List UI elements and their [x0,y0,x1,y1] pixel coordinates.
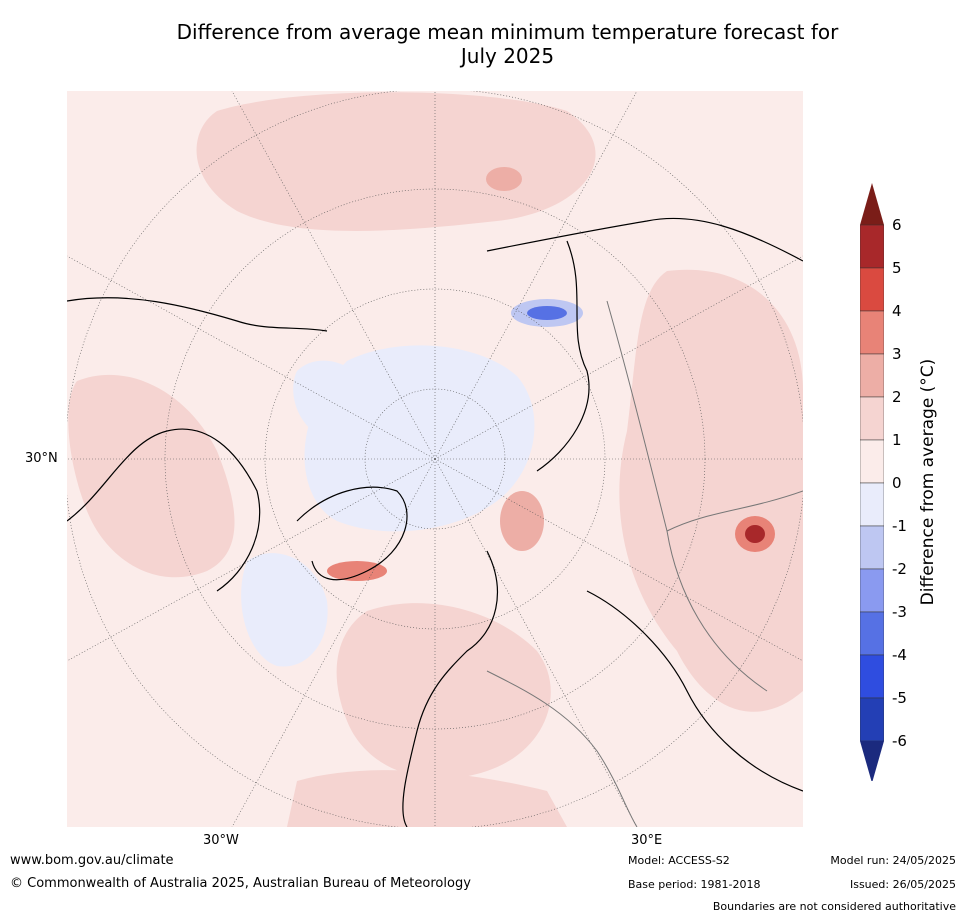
colorbar-under-arrow [860,741,884,783]
map-title: Difference from average mean minimum tem… [60,20,955,68]
colorbar-tick-label: -4 [892,646,907,664]
cool-canadian-arctic [293,360,368,437]
colorbar-bin [859,353,885,398]
cool-siberian-core [527,306,567,320]
colorbar-tick-label: -2 [892,560,907,578]
colorbar-bin [859,439,885,484]
title-line2: July 2025 [460,44,555,68]
colorbar-svg [859,183,885,783]
colorbar [859,183,885,783]
footer-base-period: Base period: 1981-2018 [628,878,761,891]
colorbar-tick-label: 1 [892,431,902,449]
footer-disclaimer: Boundaries are not considered authoritat… [712,900,956,913]
colorbar-tick-label: 0 [892,474,902,492]
colorbar-bin [859,697,885,742]
anomaly-north-pacific [196,92,596,231]
colorbar-over-arrow [860,183,884,225]
footer-url[interactable]: www.bom.gov.au/climate [10,853,174,868]
hotspot-greenland-east [327,561,387,581]
title-line1: Difference from average mean minimum tem… [176,20,839,44]
hotspot-mongolia-core [745,525,765,543]
colorbar-tick-label: 5 [892,259,902,277]
colorbar-tick-label: 6 [892,216,902,234]
colorbar-bin [859,224,885,269]
colorbar-bin [859,310,885,355]
colorbar-title: Difference from average (°C) [918,358,938,606]
colorbar-tick-label: -3 [892,603,907,621]
colorbar-bin [859,568,885,613]
colorbar-bin [859,482,885,527]
anomaly-europe [336,603,551,779]
lon-label-30w: 30°W [203,833,239,848]
colorbar-tick-label: -5 [892,689,907,707]
graticule [67,91,803,827]
cool-greenland-sea [241,553,328,667]
hotspot-scandinavia [500,491,544,551]
hotspot-north-pacific [486,167,522,191]
anomaly-south [287,770,567,827]
colorbar-tick-label: 4 [892,302,902,320]
colorbar-tick-label: -1 [892,517,907,535]
footer-copyright: © Commonwealth of Australia 2025, Austra… [10,876,471,891]
footer-issued: Issued: 26/05/2025 [849,878,956,891]
footer-model: Model: ACCESS-S2 [628,854,730,867]
colorbar-bin [859,654,885,699]
colorbar-bin [859,525,885,570]
colorbar-bin [859,267,885,312]
colorbar-tick-label: 3 [892,345,902,363]
lat-label-30n: 30°N [25,451,58,466]
map-svg [67,91,803,827]
anomaly-north-america [68,374,235,578]
footer-model-run: Model run: 24/05/2025 [830,854,956,867]
colorbar-bin [859,396,885,441]
colorbar-tick-label: 2 [892,388,902,406]
coastlines [67,217,803,827]
forecast-map[interactable] [67,91,803,827]
anomaly-siberia [619,269,803,712]
lon-label-30e: 30°E [631,833,663,848]
borders [486,300,803,827]
colorbar-tick-label: -6 [892,732,907,750]
colorbar-bin [859,611,885,656]
